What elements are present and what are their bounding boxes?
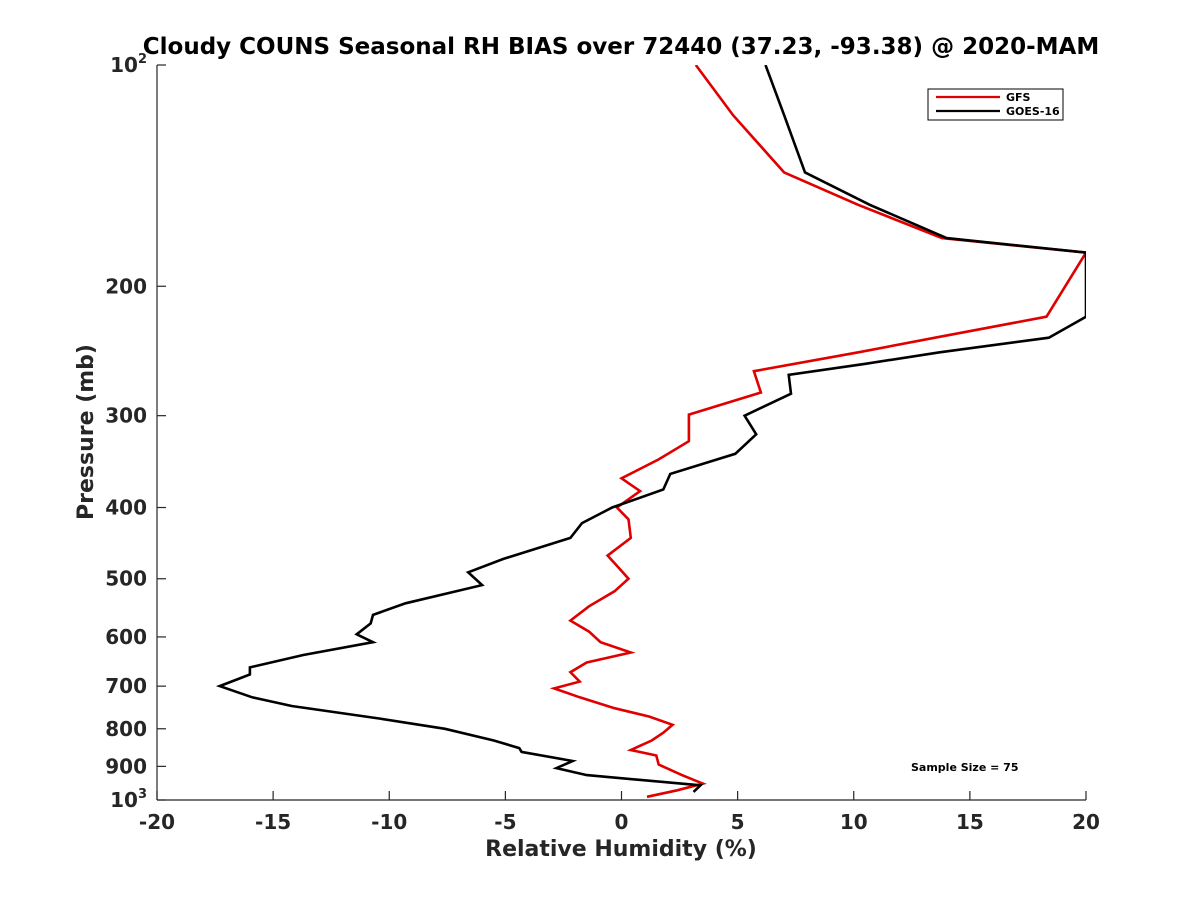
x-tick-label: 10 [840,810,868,834]
x-tick-label: -10 [371,810,407,834]
series-line-gfs [549,65,1086,799]
x-tick-label: 5 [731,810,745,834]
y-tick-label: 400 [105,496,147,520]
y-tick-label: 900 [105,754,147,778]
x-axis-label: Relative Humidity (%) [485,837,757,862]
y-tick-label: 300 [105,404,147,428]
legend-label-gfs: GFS [1006,91,1031,104]
legend-box [927,88,1064,121]
x-tick-label: -5 [494,810,516,834]
y-tick-label: 102 [110,52,147,77]
x-tick-label: 20 [1072,810,1100,834]
y-axis-label: Pressure (mb) [74,344,99,520]
x-axis-ticks: -20 -15 -10 -5 0 5 10 15 20 [139,791,1100,834]
sample-size-annotation: Sample Size = 75 [911,761,1018,774]
x-tick-label: -15 [255,810,291,834]
y-tick-label: 700 [105,674,147,698]
legend-label-goes16: GOES-16 [1006,105,1060,118]
y-tick-label: 103 [110,787,147,812]
series-line-goes16 [215,65,1086,793]
x-tick-label: 15 [956,810,984,834]
x-tick-label: -20 [139,810,175,834]
chart-title: Cloudy COUNS Seasonal RH BIAS over 72440… [143,34,1099,60]
y-tick-label: 200 [105,274,147,298]
legend: GFS GOES-16 [927,88,1064,121]
y-tick-label: 500 [105,567,147,591]
x-tick-label: 0 [615,810,629,834]
y-axis-ticks: 102 200 300 400 500 600 700 800 900 103 [105,52,166,812]
y-tick-label: 800 [105,717,147,741]
y-tick-label: 600 [105,625,147,649]
